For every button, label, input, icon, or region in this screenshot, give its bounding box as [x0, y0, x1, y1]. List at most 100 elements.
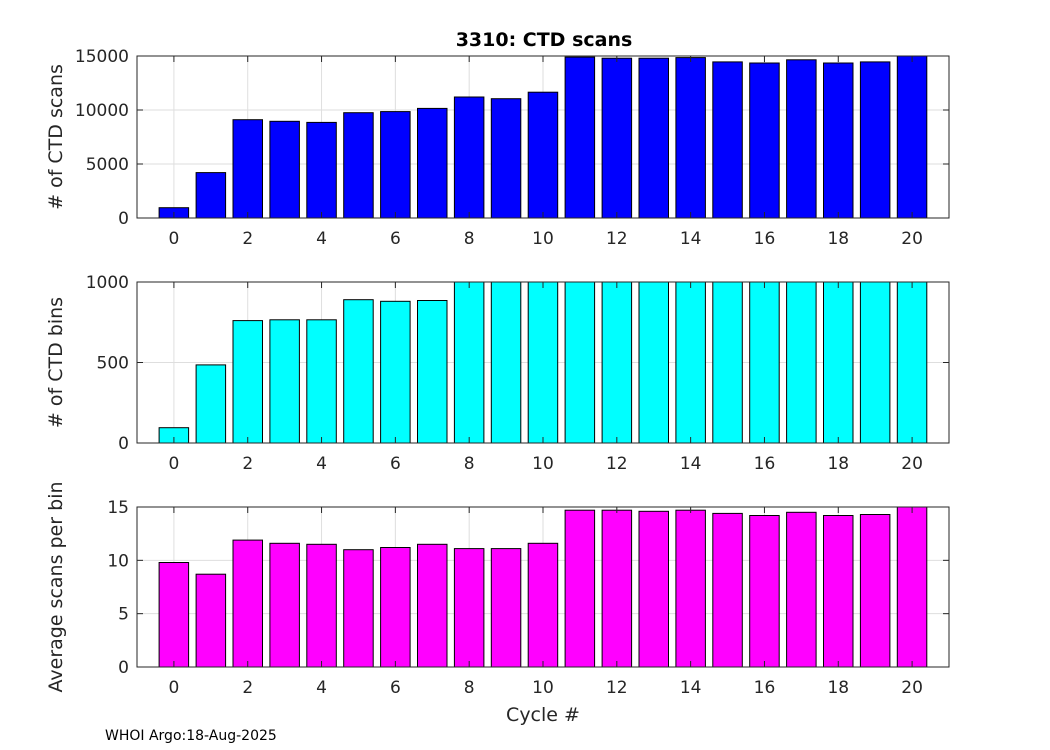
y-tick-label: 500 [97, 354, 129, 374]
x-tick-label: 8 [464, 454, 475, 474]
x-tick-label: 10 [532, 678, 554, 698]
x-tick-label: 20 [901, 229, 923, 249]
bar-cycle-18 [823, 62, 854, 219]
bar-cycle-3 [269, 542, 300, 668]
bar-cycle-1 [195, 172, 227, 219]
bar-cycle-10 [527, 281, 559, 444]
bar-cycle-9 [490, 98, 522, 219]
x-tick-label: 12 [606, 454, 628, 474]
x-tick-label: 6 [390, 678, 401, 698]
bar-cycle-2 [232, 119, 263, 219]
bar-cycle-14 [675, 281, 706, 444]
bar-cycle-16 [749, 515, 780, 668]
bar-cycle-7 [417, 543, 448, 668]
bar-cycle-10 [527, 542, 559, 668]
bar-cycle-1 [195, 364, 227, 444]
y-tick-label: 0 [118, 658, 129, 678]
y-tick-label: 1000 [86, 273, 129, 293]
bar-cycle-20 [896, 281, 928, 444]
bar-cycle-9 [490, 281, 522, 444]
bar-cycle-13 [638, 57, 669, 219]
x-tick-label: 18 [827, 229, 849, 249]
footer-text: WHOI Argo:18-Aug-2025 [105, 728, 277, 744]
bar-cycle-4 [306, 319, 337, 444]
x-tick-label: 18 [827, 454, 849, 474]
bar-cycle-6 [380, 547, 411, 668]
bar-cycle-17 [786, 281, 817, 444]
bar-cycle-3 [269, 120, 300, 219]
x-tick-label: 4 [316, 454, 327, 474]
bar-cycle-4 [306, 543, 337, 668]
bar-cycle-11 [564, 281, 596, 444]
bar-cycle-18 [823, 281, 854, 444]
y-tick-label: 15000 [75, 47, 129, 67]
y-tick-label: 0 [118, 434, 129, 454]
panel-3: 0 2 4 6 8 10 12 14 16 18 20 0 5 10 15 Average scans per… [45, 481, 950, 726]
bar-cycle-2 [232, 539, 263, 668]
bar-cycle-6 [380, 111, 411, 219]
x-tick-label: 12 [606, 678, 628, 698]
bar-cycle-18 [823, 515, 854, 668]
x-tick-label: 16 [754, 678, 776, 698]
x-tick-label: 12 [606, 229, 628, 249]
y-tick-label: 5000 [86, 155, 129, 175]
x-tick-label: 0 [168, 229, 179, 249]
panel-2: 0 2 4 6 8 10 12 14 16 18 20 0 500 1000 # of CTD bins [45, 273, 950, 474]
y-tick-label: 5 [118, 605, 129, 625]
bar-cycle-15 [712, 61, 743, 219]
x-tick-label: 16 [754, 229, 776, 249]
x-tick-label: 14 [680, 229, 702, 249]
bar-cycle-11 [564, 56, 596, 219]
y-axis-label: # of CTD scans [45, 64, 67, 210]
bar-cycle-0 [158, 562, 190, 668]
x-tick-label: 20 [901, 678, 923, 698]
bar-cycle-4 [306, 121, 337, 219]
bar-cycle-3 [269, 319, 300, 444]
x-tick-label: 2 [242, 229, 253, 249]
bar-cycle-1 [195, 573, 227, 668]
bar-cycle-20 [896, 506, 928, 668]
bar-cycle-8 [453, 281, 485, 444]
x-tick-label: 8 [464, 229, 475, 249]
x-tick-label: 6 [390, 229, 401, 249]
y-tick-label: 10 [107, 551, 129, 571]
x-tick-label: 6 [390, 454, 401, 474]
y-tick-label: 0 [118, 209, 129, 229]
bar-cycle-12 [601, 57, 633, 219]
x-tick-label: 16 [754, 454, 776, 474]
x-tick-label: 0 [168, 678, 179, 698]
x-axis-label: Cycle # [506, 704, 580, 726]
bar-cycle-19 [859, 514, 891, 668]
bar-cycle-12 [601, 281, 633, 444]
x-tick-label: 14 [680, 678, 702, 698]
x-tick-label: 14 [680, 454, 702, 474]
x-tick-label: 0 [168, 454, 179, 474]
x-tick-label: 2 [242, 678, 253, 698]
bar-cycle-15 [712, 281, 743, 444]
bar-cycle-7 [417, 300, 448, 444]
bar-cycle-11 [564, 509, 596, 668]
bar-cycle-5 [343, 112, 374, 219]
bar-cycle-13 [638, 510, 669, 668]
bar-cycle-17 [786, 511, 817, 668]
bar-cycle-17 [786, 59, 817, 219]
bar-cycle-7 [417, 107, 448, 219]
x-tick-label: 10 [532, 454, 554, 474]
x-tick-label: 20 [901, 454, 923, 474]
chart-title: 3310: CTD scans [456, 29, 633, 51]
bar-cycle-8 [453, 96, 485, 219]
bar-cycle-10 [527, 91, 559, 219]
x-tick-label: 4 [316, 678, 327, 698]
bar-cycle-14 [675, 57, 706, 219]
bar-cycle-9 [490, 548, 522, 668]
bar-cycle-16 [749, 62, 780, 219]
y-tick-label: 15 [107, 498, 129, 518]
panel-1: 0 2 4 6 8 10 12 14 16 18 20 0 5000 10000 15000 # of CTD… [45, 47, 950, 249]
bar-cycle-13 [638, 281, 669, 444]
bar-cycle-15 [712, 512, 743, 668]
bar-cycle-19 [859, 61, 891, 219]
bar-cycle-5 [343, 549, 374, 668]
bar-cycle-12 [601, 509, 633, 668]
